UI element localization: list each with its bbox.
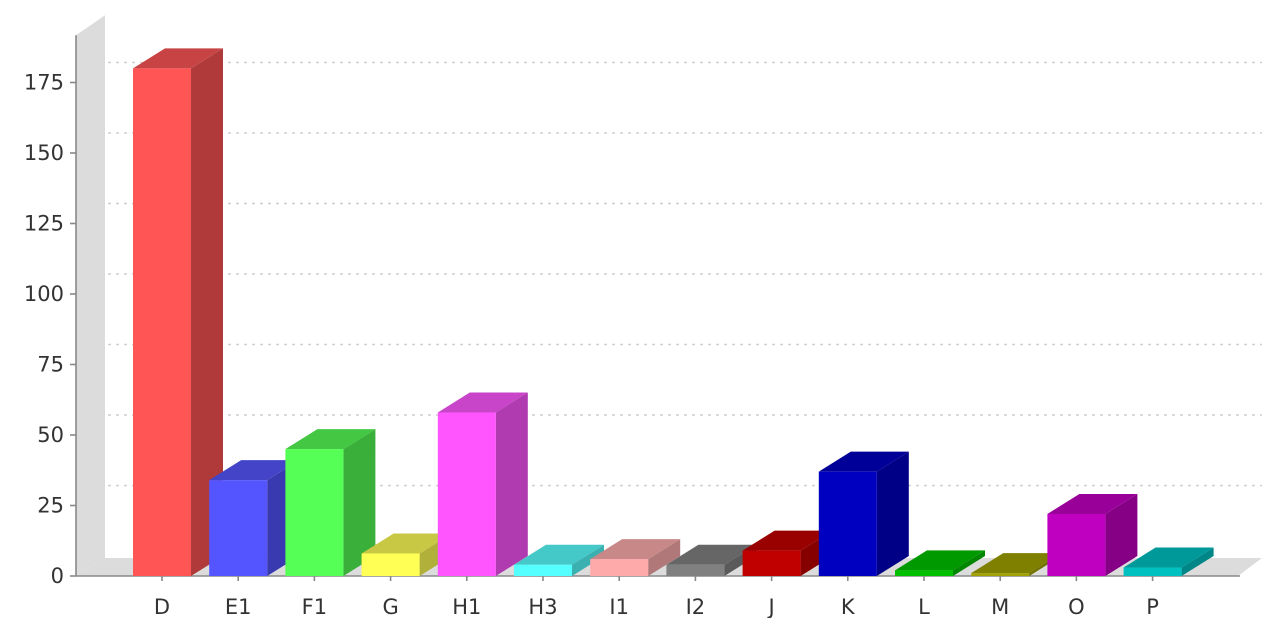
- bar-front: [590, 559, 649, 576]
- bar-front: [361, 553, 420, 576]
- bar-H3: [514, 544, 604, 576]
- bar-side: [648, 539, 681, 576]
- bar-side: [572, 544, 604, 576]
- bar-front: [133, 68, 191, 577]
- axes: [75, 35, 1240, 577]
- bar-top: [590, 539, 681, 560]
- y-tick-label: 50: [37, 423, 64, 447]
- x-tick-label: H1: [452, 595, 481, 618]
- y-tick-label: 75: [37, 353, 64, 377]
- bar-top: [895, 550, 985, 571]
- bar-side: [495, 392, 528, 576]
- bar-front: [971, 573, 1030, 576]
- bar-top: [1123, 547, 1214, 568]
- bar-H1: [437, 392, 528, 576]
- bar-front: [895, 570, 953, 576]
- x-tick-label: J: [766, 595, 774, 618]
- y-tick-label: 100: [24, 282, 64, 306]
- bar-front: [742, 550, 801, 576]
- bar-F1: [285, 429, 376, 576]
- x-tick-label: K: [841, 595, 856, 618]
- bar-front: [1123, 567, 1182, 576]
- left-wall: [76, 15, 105, 576]
- bar-top: [514, 544, 604, 565]
- bar-side: [191, 48, 223, 576]
- bar-side: [1181, 547, 1214, 576]
- bar-top: [133, 48, 223, 69]
- bar-side: [1105, 493, 1138, 576]
- bar-front: [514, 564, 572, 576]
- bar-I1: [590, 539, 681, 576]
- y-tick-label: 0: [51, 564, 64, 588]
- x-tick-label: I1: [609, 595, 629, 618]
- x-tick-label: G: [382, 595, 398, 618]
- bar-top: [1047, 493, 1138, 514]
- bar-top: [209, 460, 300, 481]
- x-tick-label: L: [918, 595, 930, 618]
- bar-front: [666, 564, 725, 576]
- bar-top: [971, 553, 1062, 574]
- bar-side: [953, 550, 985, 576]
- y-axis-ticks: 0 25 50 75 100 125 150 175: [24, 71, 76, 588]
- bar-front: [818, 471, 877, 576]
- bar-L: [895, 550, 985, 576]
- bar-side: [343, 429, 376, 576]
- bar-O: [1047, 493, 1138, 576]
- y-tick-label: 125: [24, 212, 64, 236]
- x-tick-label: H3: [528, 595, 557, 618]
- bar-top: [742, 530, 833, 551]
- bar-front: [437, 412, 496, 576]
- bars: [133, 48, 1214, 577]
- bar-front: [1047, 513, 1106, 576]
- gridlines: [108, 61, 1262, 487]
- bar-top: [818, 451, 909, 472]
- bar-P: [1123, 547, 1214, 576]
- x-tick-label: M: [991, 595, 1009, 618]
- bar-top: [285, 429, 376, 450]
- bar-top: [437, 392, 528, 413]
- bar-front: [209, 480, 268, 576]
- x-tick-label: I2: [686, 595, 706, 618]
- x-tick-label: O: [1068, 595, 1085, 618]
- bar-front: [285, 449, 344, 576]
- y-tick-label: 25: [37, 494, 64, 518]
- x-tick-label: E1: [225, 595, 252, 618]
- bar-top: [361, 533, 452, 554]
- x-tick-label: P: [1146, 595, 1159, 618]
- bar-top: [666, 544, 757, 565]
- y-tick-label: 175: [24, 71, 64, 95]
- x-tick-label: D: [154, 595, 170, 618]
- y-tick-label: 150: [24, 141, 64, 165]
- x-axis-ticks: D E1 F1 G H1 H3 I1 I2 J K L M O P: [154, 576, 1159, 618]
- x-tick-label: F1: [302, 595, 327, 618]
- bar-K: [818, 451, 909, 576]
- bar-D: [133, 48, 223, 577]
- bar-J: [742, 530, 833, 576]
- bar-side: [876, 451, 909, 576]
